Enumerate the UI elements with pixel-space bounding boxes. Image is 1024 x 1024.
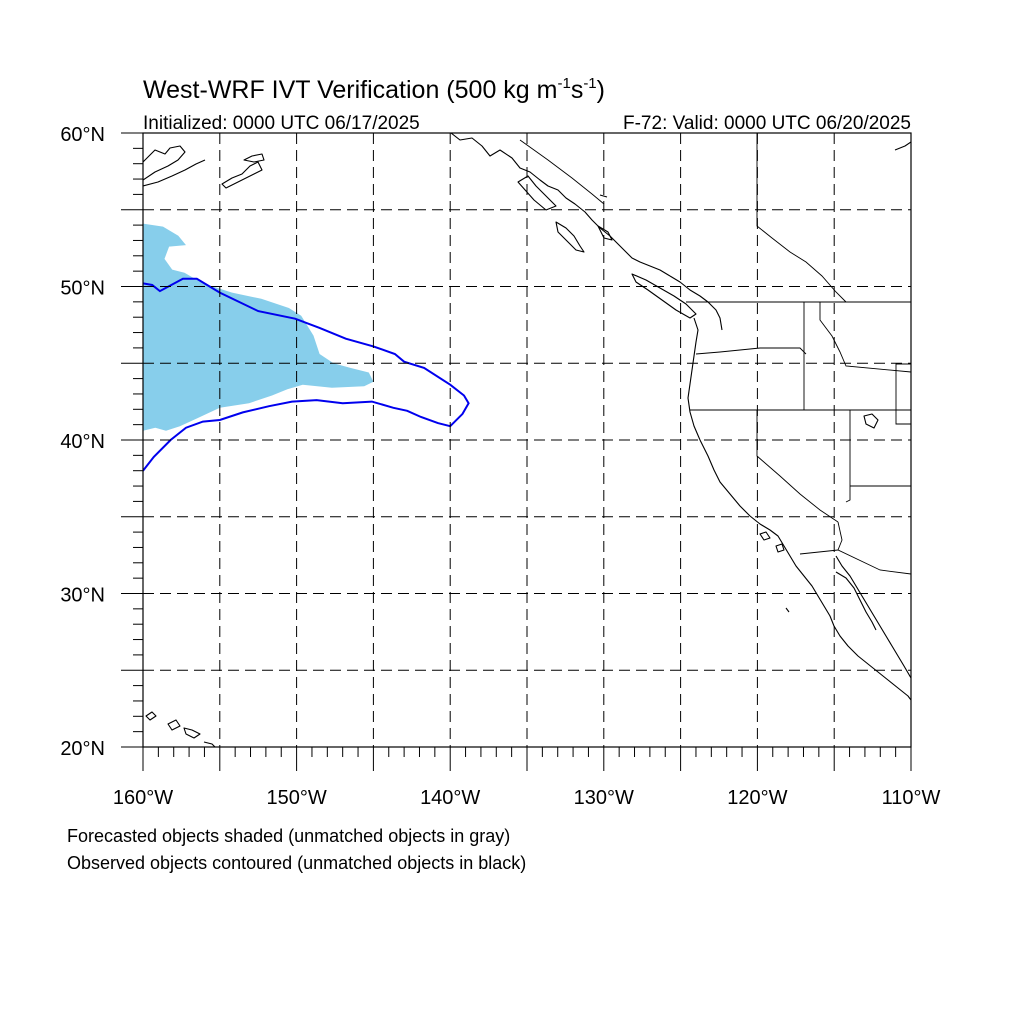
- footnote-observed: Observed objects contoured (unmatched ob…: [67, 853, 526, 873]
- longitude-labels: 160°W 150°W 140°W 130°W 120°W 110°W: [113, 787, 941, 809]
- map-panel: [121, 132, 912, 771]
- axis-ticks: [121, 132, 912, 771]
- lon-tick-label: 140°W: [420, 787, 480, 809]
- figure-title: West-WRF IVT Verification (500 kg m-1s-1…: [143, 75, 605, 104]
- init-time-label: Initialized: 0000 UTC 06/17/2025: [143, 113, 420, 134]
- lon-tick-label: 110°W: [882, 787, 941, 809]
- lat-tick-label: 40°N: [60, 431, 105, 453]
- coastlines: [143, 133, 911, 747]
- lat-tick-label: 50°N: [60, 278, 105, 300]
- lat-tick-label: 60°N: [60, 124, 105, 146]
- lon-tick-label: 160°W: [113, 787, 173, 809]
- lon-tick-label: 130°W: [574, 787, 634, 809]
- lon-tick-label: 150°W: [266, 787, 326, 809]
- lat-tick-label: 30°N: [60, 585, 105, 607]
- lon-tick-label: 120°W: [727, 787, 787, 809]
- observed-object-contour: [143, 277, 470, 472]
- political-borders: [519, 133, 911, 575]
- lat-lon-grid: [143, 133, 911, 747]
- lat-tick-label: 20°N: [60, 738, 105, 760]
- latitude-labels: 60°N 50°N 40°N 30°N 20°N: [60, 124, 105, 760]
- valid-time-label: F-72: Valid: 0000 UTC 06/20/2025: [623, 113, 911, 134]
- forecast-object-shaded: [143, 223, 374, 431]
- map-frame: [142, 132, 912, 748]
- footnote-forecast: Forecasted objects shaded (unmatched obj…: [67, 826, 510, 846]
